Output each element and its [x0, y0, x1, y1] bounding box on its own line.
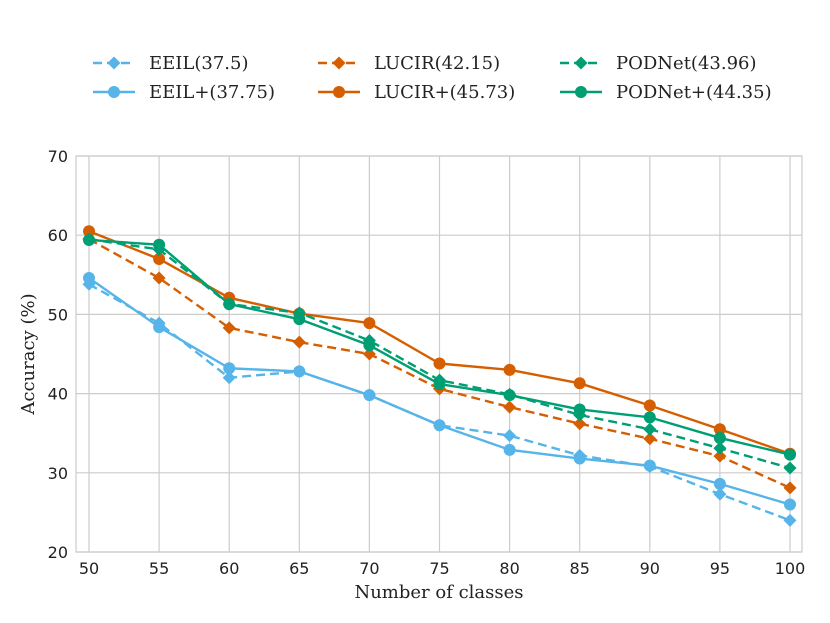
plot-frame: [75, 155, 803, 553]
y-tick-label: 20: [48, 543, 68, 562]
data-point: [713, 441, 727, 455]
data-point: [363, 339, 376, 352]
legend-marker: [333, 86, 345, 98]
legend-label: EEIL+(37.75): [149, 82, 275, 103]
y-tick-label: 50: [48, 305, 68, 324]
y-axis-ticks: 20 30 40 50 60 70: [48, 147, 68, 562]
data-point: [573, 377, 586, 390]
data-point: [713, 449, 727, 463]
y-tick-label: 30: [48, 464, 68, 483]
legend-entry: LUCIR(42.15): [318, 53, 500, 74]
data-point: [83, 233, 95, 246]
data-point: [293, 313, 306, 326]
data-point: [713, 423, 726, 436]
y-tick-label: 70: [48, 147, 68, 166]
x-tick-label: 100: [775, 559, 806, 578]
y-axis-label: Accuracy (%): [18, 293, 39, 415]
legend-entry: LUCIR+(45.73): [318, 82, 515, 103]
x-tick-label: 75: [429, 559, 449, 578]
data-point: [784, 498, 796, 511]
data-point: [153, 321, 166, 334]
x-axis-label: Number of classes: [354, 582, 523, 603]
data-point: [573, 452, 586, 465]
x-tick-label: 95: [710, 559, 730, 578]
data-point: [503, 443, 516, 456]
data-point: [503, 400, 517, 414]
data-point: [713, 477, 726, 490]
data-point: [783, 461, 797, 475]
data-point: [643, 459, 656, 472]
data-point: [222, 321, 236, 335]
legend-entry: PODNet(43.96): [560, 53, 757, 74]
data-point: [83, 225, 95, 238]
legend-label: PODNet+(44.35): [616, 82, 772, 103]
data-point: [503, 389, 516, 402]
x-tick-label: 85: [570, 559, 590, 578]
x-tick-label: 80: [499, 559, 519, 578]
legend-entry: PODNet+(44.35): [560, 82, 772, 103]
data-point: [784, 448, 796, 461]
data-point: [153, 252, 166, 265]
legend-label: EEIL(37.5): [149, 53, 248, 74]
data-point: [153, 238, 166, 251]
data-point: [83, 271, 95, 284]
data-point: [783, 481, 797, 495]
data-point: [152, 271, 166, 285]
legend-marker: [108, 86, 120, 98]
x-tick-label: 50: [79, 559, 99, 578]
x-tick-label: 65: [289, 559, 309, 578]
legend-label: LUCIR+(45.73): [374, 82, 515, 103]
data-point: [293, 365, 306, 378]
legend: EEIL(37.5) EEIL+(37.75) LUCIR(42.15) LUCIR+…: [93, 53, 772, 103]
data-point: [573, 417, 587, 431]
series-podnet-44-35: [83, 233, 796, 461]
x-tick-label: 90: [640, 559, 660, 578]
grid: [76, 155, 802, 553]
legend-label: PODNet(43.96): [616, 53, 757, 74]
data-point: [223, 362, 236, 375]
data-point: [223, 298, 236, 311]
series-layer: [82, 225, 797, 527]
data-point: [643, 411, 656, 424]
series-eeil-37-75: [83, 271, 796, 511]
data-point: [363, 389, 376, 402]
y-tick-label: 40: [48, 385, 68, 404]
x-tick-label: 70: [359, 559, 379, 578]
data-point: [713, 487, 727, 501]
legend-marker: [574, 56, 588, 70]
legend-entry: EEIL+(37.75): [93, 82, 275, 103]
x-axis-ticks: 50 55 60 65 70 75 80 85 90 95 100: [79, 559, 805, 578]
y-tick-label: 60: [48, 226, 68, 245]
legend-label: LUCIR(42.15): [374, 53, 500, 74]
legend-marker: [332, 56, 346, 70]
x-tick-label: 60: [219, 559, 239, 578]
data-point: [503, 429, 517, 443]
legend-marker: [107, 56, 121, 70]
data-point: [222, 371, 236, 385]
x-tick-label: 55: [149, 559, 169, 578]
data-point: [433, 357, 446, 370]
data-point: [783, 513, 797, 527]
data-point: [643, 399, 656, 412]
data-point: [433, 378, 446, 391]
data-point: [362, 347, 376, 361]
legend-entry: EEIL(37.5): [93, 53, 248, 74]
data-point: [503, 363, 516, 376]
data-point: [292, 335, 306, 349]
data-point: [573, 403, 586, 416]
data-point: [643, 422, 657, 436]
data-point: [433, 419, 446, 432]
data-point: [643, 432, 657, 446]
data-point: [363, 317, 376, 330]
legend-marker: [575, 86, 587, 98]
data-point: [713, 431, 726, 444]
